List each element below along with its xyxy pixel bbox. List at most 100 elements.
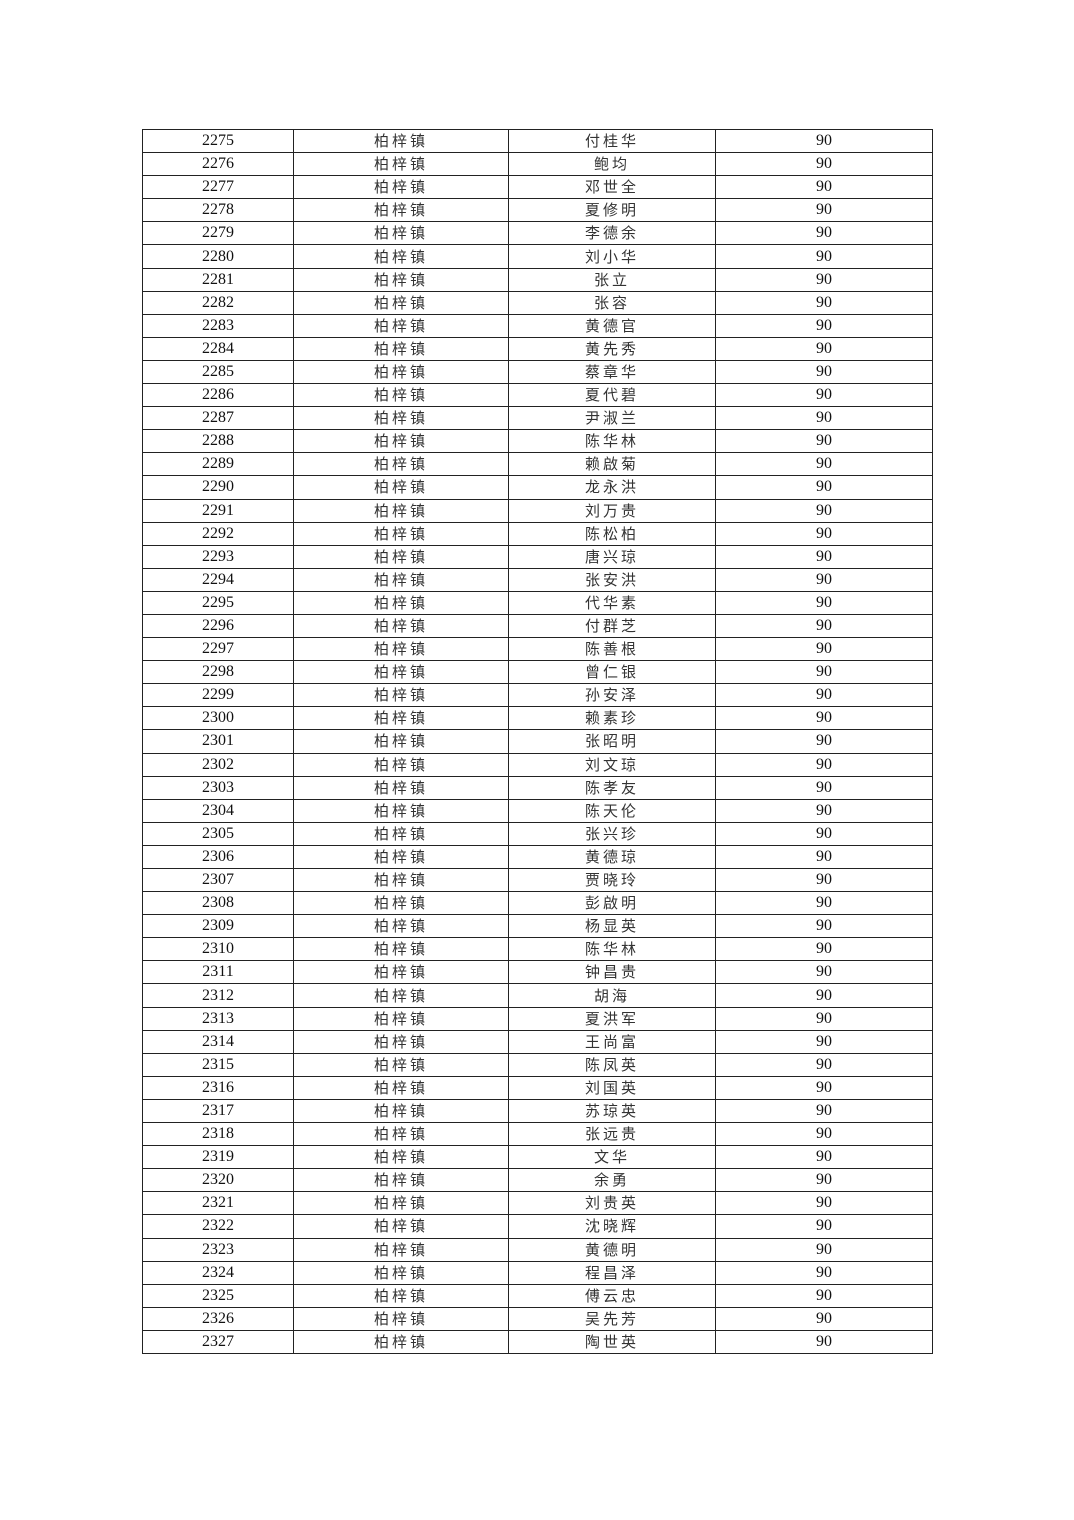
town-cell: 柏梓镇	[293, 152, 509, 177]
town-cell: 柏梓镇	[293, 683, 509, 708]
name-cell: 曾仁银	[508, 660, 716, 685]
name-cell: 张安洪	[508, 567, 716, 592]
row-number: 2323	[142, 1237, 294, 1262]
town-cell: 柏梓镇	[293, 521, 509, 546]
amount-cell: 90	[715, 960, 933, 985]
town-cell: 柏梓镇	[293, 313, 509, 338]
name-cell: 刘万贵	[508, 498, 716, 523]
table-row: 2284 柏梓镇 黄先秀 90	[142, 336, 933, 361]
town-cell: 柏梓镇	[293, 867, 509, 893]
row-number: 2322	[142, 1214, 294, 1239]
amount-cell: 90	[715, 1122, 933, 1147]
row-number: 2320	[142, 1168, 294, 1193]
town-cell: 柏梓镇	[293, 429, 509, 454]
row-number: 2327	[142, 1329, 294, 1354]
name-cell: 刘贵英	[508, 1191, 716, 1216]
town-cell: 柏梓镇	[293, 175, 509, 200]
town-cell: 柏梓镇	[293, 729, 509, 754]
name-cell: 文华	[508, 1145, 716, 1170]
row-number: 2324	[142, 1260, 294, 1285]
town-cell: 柏梓镇	[293, 267, 509, 292]
row-number: 2284	[142, 336, 294, 361]
name-cell: 胡海	[508, 983, 716, 1008]
name-cell: 孙安泽	[508, 683, 716, 708]
row-number: 2281	[142, 267, 294, 292]
amount-cell: 90	[715, 567, 933, 592]
row-number: 2310	[142, 937, 294, 962]
row-number: 2283	[142, 313, 294, 338]
town-cell: 柏梓镇	[293, 637, 509, 662]
amount-cell: 90	[715, 1006, 933, 1031]
town-cell: 柏梓镇	[293, 244, 509, 269]
table-row: 2297 柏梓镇 陈善根 90	[142, 637, 933, 662]
amount-cell: 90	[715, 313, 933, 338]
name-cell: 邓世全	[508, 175, 716, 200]
amount-cell: 90	[715, 729, 933, 754]
amount-cell: 90	[715, 359, 933, 385]
table-row: 2305 柏梓镇 张兴珍 90	[142, 821, 933, 846]
town-cell: 柏梓镇	[293, 1329, 509, 1354]
town-cell: 柏梓镇	[293, 937, 509, 962]
table-row: 2320 柏梓镇 余勇 90	[142, 1168, 933, 1193]
name-cell: 王尚富	[508, 1029, 716, 1054]
town-cell: 柏梓镇	[293, 567, 509, 592]
town-cell: 柏梓镇	[293, 1052, 509, 1077]
table-row: 2309 柏梓镇 杨显英 90	[142, 914, 933, 939]
row-number: 2326	[142, 1306, 294, 1331]
amount-cell: 90	[715, 706, 933, 731]
name-cell: 吴先芳	[508, 1306, 716, 1331]
row-number: 2279	[142, 221, 294, 246]
table-row: 2327 柏梓镇 陶世英 90	[142, 1329, 933, 1354]
row-number: 2295	[142, 590, 294, 615]
name-cell: 张兴珍	[508, 821, 716, 846]
amount-cell: 90	[715, 867, 933, 893]
table-row: 2286 柏梓镇 夏代碧 90	[142, 383, 933, 408]
row-number: 2321	[142, 1191, 294, 1216]
amount-cell: 90	[715, 498, 933, 523]
row-number: 2300	[142, 706, 294, 731]
table-row: 2301 柏梓镇 张昭明 90	[142, 729, 933, 754]
table-row: 2296 柏梓镇 付群芝 90	[142, 613, 933, 639]
amount-cell: 90	[715, 198, 933, 223]
town-cell: 柏梓镇	[293, 544, 509, 569]
row-number: 2307	[142, 867, 294, 893]
name-cell: 付桂华	[508, 128, 716, 154]
name-cell: 陈华林	[508, 937, 716, 962]
row-number: 2305	[142, 821, 294, 846]
amount-cell: 90	[715, 544, 933, 569]
amount-cell: 90	[715, 775, 933, 800]
row-number: 2294	[142, 567, 294, 592]
row-number: 2299	[142, 683, 294, 708]
table-row: 2317 柏梓镇 苏琼英 90	[142, 1098, 933, 1124]
table-row: 2280 柏梓镇 刘小华 90	[142, 244, 933, 269]
town-cell: 柏梓镇	[293, 1237, 509, 1262]
row-number: 2311	[142, 960, 294, 985]
table-row: 2283 柏梓镇 黄德官 90	[142, 313, 933, 338]
row-number: 2316	[142, 1075, 294, 1100]
row-number: 2275	[142, 128, 294, 154]
row-number: 2306	[142, 844, 294, 870]
town-cell: 柏梓镇	[293, 983, 509, 1008]
row-number: 2282	[142, 290, 294, 315]
amount-cell: 90	[715, 429, 933, 454]
name-cell: 彭啟明	[508, 891, 716, 916]
amount-cell: 90	[715, 1306, 933, 1331]
name-cell: 陈华林	[508, 429, 716, 454]
name-cell: 张昭明	[508, 729, 716, 754]
table-row: 2318 柏梓镇 张远贵 90	[142, 1122, 933, 1147]
table-row: 2310 柏梓镇 陈华林 90	[142, 937, 933, 962]
table-row: 2294 柏梓镇 张安洪 90	[142, 567, 933, 592]
town-cell: 柏梓镇	[293, 336, 509, 361]
row-number: 2301	[142, 729, 294, 754]
table-row: 2307 柏梓镇 贾晓玲 90	[142, 867, 933, 893]
amount-cell: 90	[715, 590, 933, 615]
table-row: 2324 柏梓镇 程昌泽 90	[142, 1260, 933, 1285]
name-cell: 夏代碧	[508, 383, 716, 408]
name-cell: 黄先秀	[508, 336, 716, 361]
row-number: 2277	[142, 175, 294, 200]
name-cell: 钟昌贵	[508, 960, 716, 985]
town-cell: 柏梓镇	[293, 798, 509, 823]
table-row: 2300 柏梓镇 赖素珍 90	[142, 706, 933, 731]
amount-cell: 90	[715, 937, 933, 962]
town-cell: 柏梓镇	[293, 660, 509, 685]
